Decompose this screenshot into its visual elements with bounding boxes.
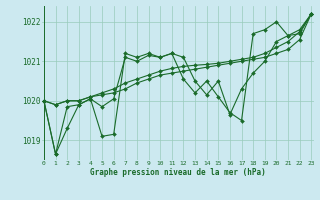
X-axis label: Graphe pression niveau de la mer (hPa): Graphe pression niveau de la mer (hPa) [90, 168, 266, 177]
